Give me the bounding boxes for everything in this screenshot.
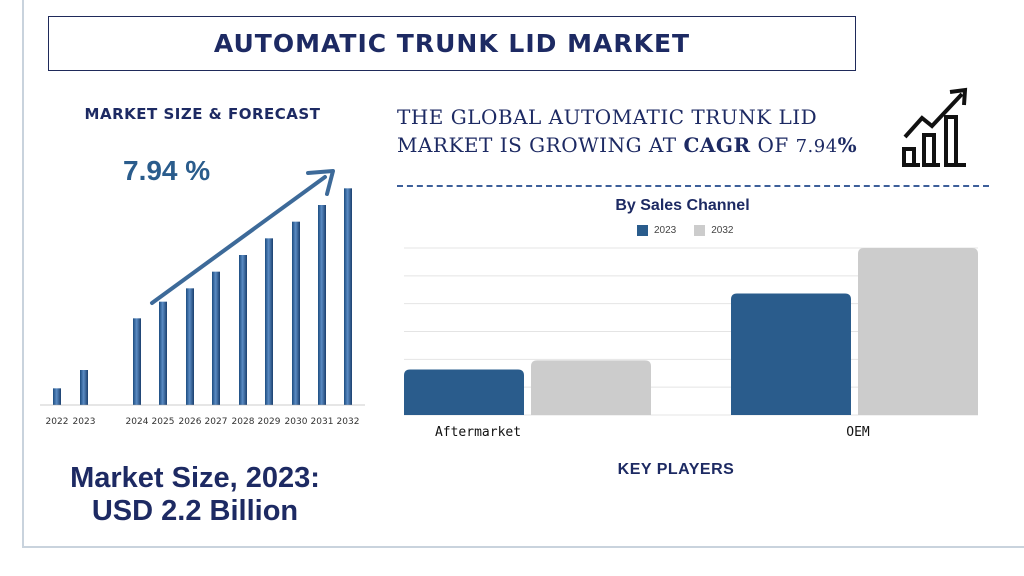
forecast-tick-label: 2029 xyxy=(258,417,281,427)
sales-channel-bar xyxy=(404,369,524,415)
forecast-bar xyxy=(265,238,273,405)
forecast-bar xyxy=(159,301,167,405)
forecast-bar xyxy=(318,205,326,405)
forecast-tick-label: 2030 xyxy=(285,417,308,427)
bar-chart-legend: 2023 2032 xyxy=(637,225,734,236)
market-size-line2: USD 2.2 Billion xyxy=(91,495,299,527)
legend-item-2023: 2023 xyxy=(637,225,676,236)
forecast-tick-label: 2031 xyxy=(311,417,334,427)
market-size-text: Market Size, 2023: USD 2.2 Billion xyxy=(30,462,360,528)
forecast-bar xyxy=(344,188,352,405)
forecast-bar xyxy=(133,318,141,405)
cagr-label: 7.94 % xyxy=(123,155,211,186)
headline-line2: MARKET IS GROWING AT CAGR OF 7.94% xyxy=(397,131,857,161)
headline-of: OF xyxy=(750,133,796,157)
forecast-bar xyxy=(53,388,61,405)
market-size-line1: Market Size, 2023: xyxy=(70,462,320,494)
headline-percent: % xyxy=(837,133,858,157)
headline-prefix: MARKET IS GROWING AT xyxy=(397,133,684,157)
legend-label-2023: 2023 xyxy=(654,225,677,236)
title-banner: AUTOMATIC TRUNK LID MARKET xyxy=(48,16,856,71)
headline-line1: THE GLOBAL AUTOMATIC TRUNK LID xyxy=(397,105,818,129)
legend-item-2032: 2032 xyxy=(694,225,734,236)
page-title: AUTOMATIC TRUNK LID MARKET xyxy=(213,29,691,58)
category-label: Aftermarket xyxy=(435,425,521,440)
key-players-heading: KEY PLAYERS xyxy=(617,461,735,478)
sales-channel-bar xyxy=(731,293,851,415)
growth-chart-icon xyxy=(902,87,968,167)
growth-headline: THE GLOBAL AUTOMATIC TRUNK LID MARKET IS… xyxy=(397,103,857,161)
bar-chart-title: By Sales Channel xyxy=(615,197,750,214)
forecast-tick-label: 2032 xyxy=(337,417,360,427)
page-frame xyxy=(22,0,1024,548)
legend-swatch-2032 xyxy=(694,225,706,236)
forecast-tick-label: 2026 xyxy=(179,417,202,427)
forecast-bar xyxy=(212,271,220,405)
forecast-chart: 2022 2023 2024 2025 2026 2027 2028 2029 2030 2031… xyxy=(40,169,365,427)
forecast-tick-label: 2023 xyxy=(73,417,96,427)
trend-arrow-line xyxy=(150,175,327,305)
headline-cagr-value: 7.94 xyxy=(795,136,838,157)
sales-channel-chart: Aftermarket OEM xyxy=(404,247,978,440)
category-label: OEM xyxy=(846,425,870,440)
legend-swatch-2023 xyxy=(637,225,648,236)
sales-channel-bar xyxy=(858,248,978,415)
forecast-tick-label: 2025 xyxy=(152,417,175,427)
forecast-tick-label: 2027 xyxy=(205,417,228,427)
legend-label-2032: 2032 xyxy=(711,225,734,236)
trend-arrow-head xyxy=(306,169,335,196)
forecast-bar xyxy=(80,370,88,405)
forecast-heading: MARKET SIZE & FORECAST xyxy=(84,105,321,123)
forecast-bar xyxy=(292,221,300,405)
forecast-tick-label: 2028 xyxy=(232,417,255,427)
sales-channel-bar xyxy=(531,360,651,415)
forecast-bar xyxy=(186,288,194,405)
headline-cagr-word: CAGR xyxy=(683,133,751,157)
forecast-bar xyxy=(239,255,247,405)
forecast-tick-label: 2024 xyxy=(126,417,149,427)
forecast-tick-label: 2022 xyxy=(46,417,69,427)
section-divider xyxy=(397,185,989,187)
